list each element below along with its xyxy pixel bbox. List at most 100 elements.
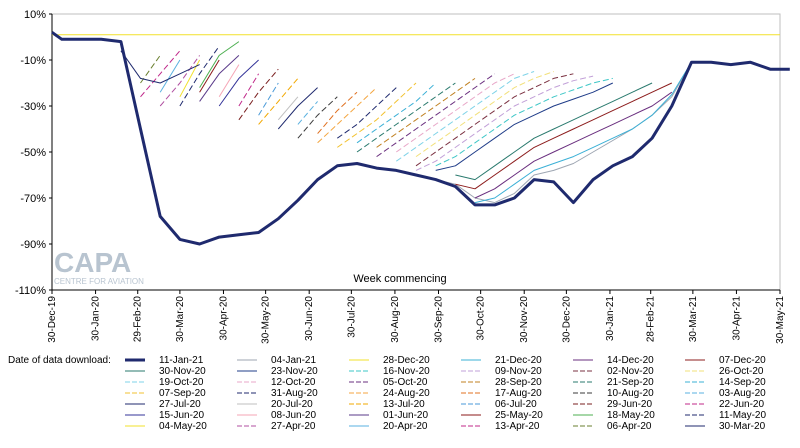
legend-item-23-nov-20: 23-Nov-20 [237, 366, 318, 377]
legend-item-14-sep-20: 14-Sep-20 [685, 377, 766, 388]
legend-label: 08-Jun-20 [271, 410, 316, 421]
series-line-17-aug-20 [317, 91, 358, 134]
series-line-24-aug-20 [317, 87, 377, 144]
legend-label: 25-May-20 [495, 410, 543, 421]
x-tick-label: 30-Jan-21 [605, 296, 616, 341]
series-line-30-mar-20 [120, 50, 200, 84]
series-line-01-jun-20 [199, 55, 240, 102]
x-tick-label: 30-Jul-20 [346, 296, 357, 338]
x-tick-label: 30-Dec-19 [47, 296, 58, 343]
series-line-03-aug-20 [297, 101, 318, 125]
x-tick-label: 30-May-21 [775, 296, 786, 344]
legend-label: 17-Aug-20 [495, 388, 542, 399]
legend-label: 27-Apr-20 [271, 421, 316, 432]
series-line-09-nov-20 [415, 75, 594, 171]
legend-item-05-oct-20: 05-Oct-20 [349, 377, 428, 388]
series-layer [51, 31, 790, 246]
legend-item-21-dec-20: 21-Dec-20 [461, 355, 542, 366]
series-line-02-nov-20 [415, 73, 574, 167]
series-line-07-sep-20 [337, 82, 417, 148]
x-tick-label: 30-May-20 [261, 296, 272, 344]
legend-label: 29-Jun-20 [607, 399, 652, 410]
legend-label: 28-Sep-20 [495, 377, 542, 388]
legend-label: 12-Oct-20 [271, 377, 316, 388]
legend-label: 13-Apr-20 [495, 421, 540, 432]
series-line-16-nov-20 [435, 77, 613, 167]
legend-label: 30-Nov-20 [159, 366, 206, 377]
legend-item-02-nov-20: 02-Nov-20 [573, 366, 654, 377]
legend-item-17-aug-20: 17-Aug-20 [461, 388, 542, 399]
series-line-28-sep-20 [376, 77, 476, 148]
legend-label: 15-Jun-20 [159, 410, 204, 421]
legend-label: 04-Jan-21 [271, 355, 316, 366]
y-axis: 10% -10% -30% -50% -70% -90% -110% [15, 9, 53, 297]
legend-item-07-sep-20: 07-Sep-20 [125, 388, 206, 399]
legend-item-06-apr-20: 06-Apr-20 [573, 421, 652, 432]
legend-label: 03-Aug-20 [719, 388, 766, 399]
x-tick-label: 30-Apr-21 [731, 296, 742, 341]
logo-subtext: CENTRE FOR AVIATION [54, 277, 144, 286]
x-tick-label: 30-Sep-20 [433, 296, 444, 343]
legend-label: 24-Aug-20 [383, 388, 430, 399]
legend-label: 01-Jun-20 [383, 410, 428, 421]
legend-item-11-may-20: 11-May-20 [685, 410, 766, 421]
x-tick-label: 30-Oct-20 [476, 296, 487, 341]
x-tick-label: 30-Dec-20 [561, 296, 572, 343]
series-line-11-jan-21 [51, 31, 790, 246]
legend-label: 09-Nov-20 [495, 366, 542, 377]
series-line-21-sep-20 [356, 82, 456, 153]
series-line-27-apr-20 [159, 55, 201, 107]
legend-label: 20-Jul-20 [271, 399, 313, 410]
legend-item-26-oct-20: 26-Oct-20 [685, 366, 764, 377]
logo-wordmark: CAPA [54, 247, 131, 278]
plot-frame [51, 13, 781, 291]
legend-label: 21-Dec-20 [495, 355, 542, 366]
series-line-23-nov-20 [435, 82, 614, 171]
legend-label: 05-Oct-20 [383, 377, 428, 388]
legend-label: 06-Apr-20 [607, 421, 652, 432]
x-tick-label: 30-Aug-20 [390, 296, 401, 343]
legend-label: 07-Sep-20 [159, 388, 206, 399]
legend-label: 16-Nov-20 [383, 366, 430, 377]
series-line-13-jul-20 [258, 78, 299, 125]
legend-item-10-aug-20: 10-Aug-20 [573, 388, 654, 399]
legend-label: 06-Jul-20 [495, 399, 537, 410]
series-line-30-nov-20 [455, 82, 653, 181]
legend-item-09-nov-20: 09-Nov-20 [461, 366, 542, 377]
legend-label: 11-Jan-21 [159, 355, 204, 366]
plot-area [51, 13, 781, 291]
legend-label: 11-May-20 [719, 410, 766, 421]
y-tick-label: 10% [24, 9, 46, 21]
y-tick-label: -70% [20, 193, 46, 205]
series-line-12-oct-20 [396, 73, 515, 153]
y-tick-label: -50% [20, 147, 46, 159]
x-tick-label: 30-Jan-20 [91, 296, 102, 341]
series-line-20-apr-20 [159, 59, 181, 93]
legend-item-01-jun-20: 01-Jun-20 [349, 410, 428, 421]
series-line-14-sep-20 [356, 82, 437, 144]
legend-label: 27-Jul-20 [159, 399, 201, 410]
legend-label: 13-Jul-20 [383, 399, 425, 410]
x-tick-label: 29-Feb-20 [133, 296, 144, 343]
legend-item-30-nov-20: 30-Nov-20 [125, 366, 206, 377]
y-tick-label: -110% [15, 285, 46, 297]
legend-label: 20-Apr-20 [383, 421, 428, 432]
x-tick-label: 30-Mar-20 [175, 296, 186, 343]
legend-item-29-jun-20: 29-Jun-20 [573, 399, 652, 410]
y-tick-label: -30% [20, 101, 46, 113]
legend-label: 07-Dec-20 [719, 355, 766, 366]
series-line-26-oct-20 [415, 71, 554, 158]
series-line-08-jun-20 [218, 64, 240, 98]
series-line-13-apr-20 [140, 50, 181, 98]
legend-item-20-jul-20: 20-Jul-20 [237, 399, 313, 410]
legend-label: 18-May-20 [607, 410, 655, 421]
series-line-18-may-20 [199, 41, 240, 88]
legend-label: 19-Oct-20 [159, 377, 204, 388]
legend-item-07-dec-20: 07-Dec-20 [685, 355, 766, 366]
legend-label: 14-Sep-20 [719, 377, 766, 388]
series-line-14-dec-20 [474, 91, 673, 199]
x-axis: 30-Dec-19 30-Jan-20 29-Feb-20 30-Mar-20 30-A… [47, 289, 786, 344]
legend-label: 31-Aug-20 [271, 388, 318, 399]
legend-item-28-sep-20: 28-Sep-20 [461, 377, 542, 388]
legend-item-04-may-20: 04-May-20 [125, 421, 207, 432]
